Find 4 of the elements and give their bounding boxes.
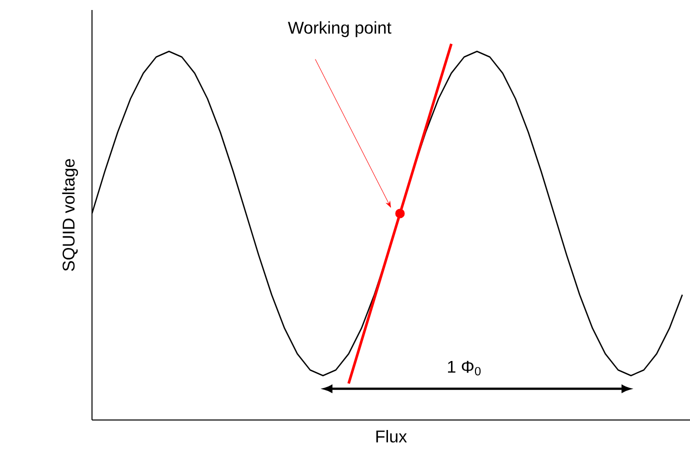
x-axis-title: Flux xyxy=(376,430,407,442)
y-axis-title: SQUID voltage xyxy=(62,159,78,271)
annotation: 1 Φ$_{0}$ xyxy=(448,360,481,376)
text: Working point xyxy=(288,21,392,38)
